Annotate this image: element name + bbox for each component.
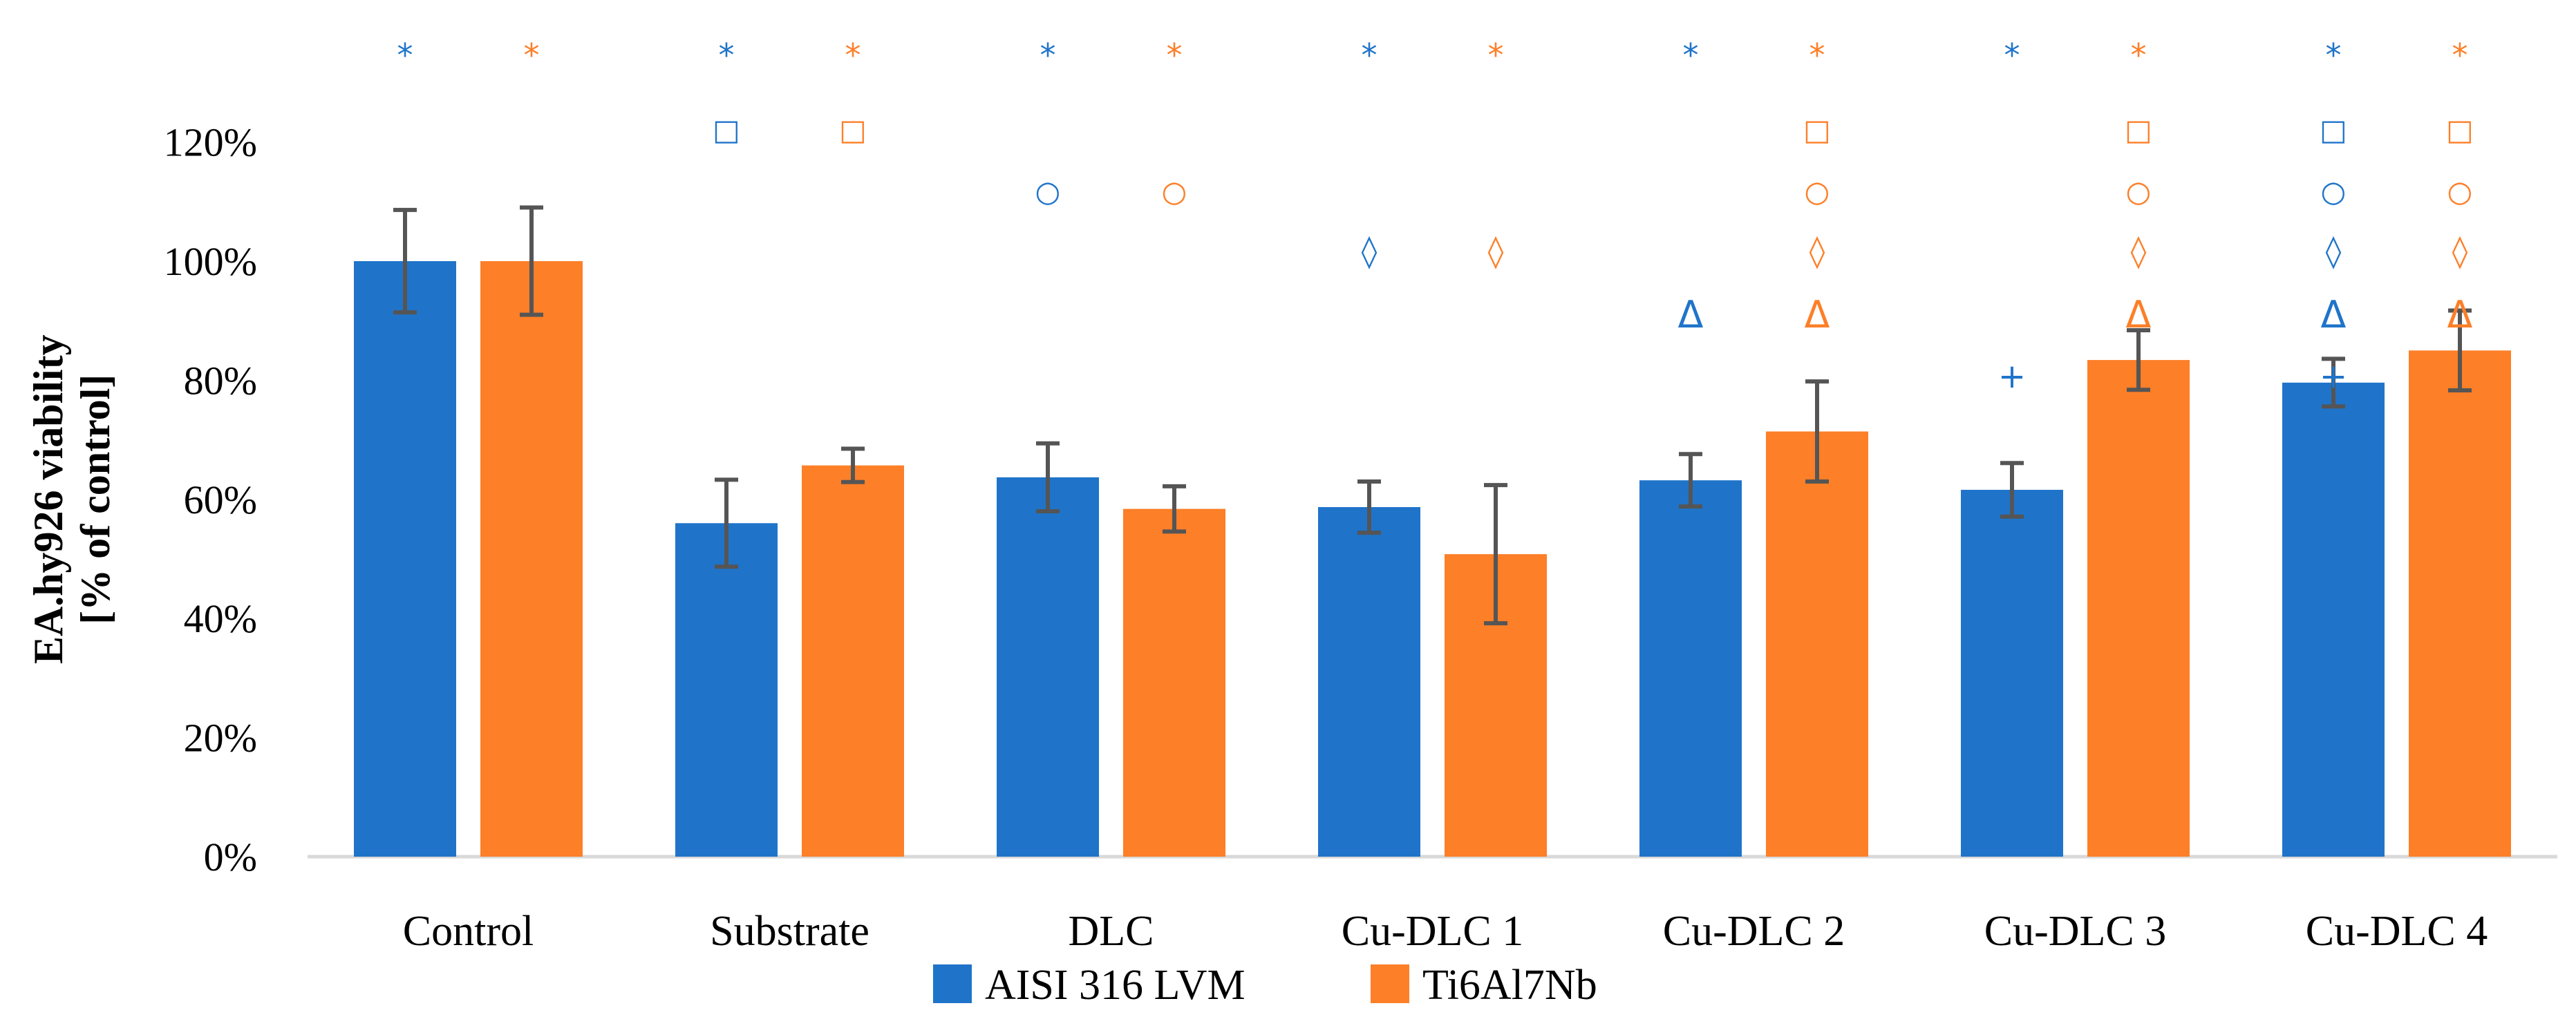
bars — [354, 261, 2511, 857]
bar-aisi-316-lvm-cu-dlc-2 — [1639, 480, 1742, 857]
sig-mark-asterisk-aisi-316-lvm-cu-dlc-1: * — [1362, 37, 1378, 74]
sig-mark-asterisk-aisi-316-lvm-dlc: * — [1040, 37, 1056, 74]
legend-swatch-aisi-316-lvm — [933, 964, 972, 1003]
sig-mark-asterisk-aisi-316-lvm-cu-dlc-2: * — [1683, 37, 1699, 74]
error-bars — [393, 205, 2472, 626]
sig-mark-triangle-aisi-316-lvm-cu-dlc-4: Δ — [2321, 293, 2347, 336]
sig-mark-triangle-ti6al7nb-cu-dlc-2: Δ — [1805, 293, 1830, 336]
sig-mark-diamond-ti6al7nb-cu-dlc-3: ◊ — [2131, 232, 2147, 269]
bar-ti6al7nb-substrate — [802, 465, 904, 857]
y-tick-label-80: 80% — [184, 358, 257, 403]
y-tick-label-40: 40% — [184, 596, 257, 641]
sig-mark-asterisk-aisi-316-lvm-cu-dlc-4: * — [2326, 37, 2342, 74]
category-label-control: Control — [403, 908, 534, 955]
category-labels: Control Substrate DLC Cu-DLC 1 Cu-DLC 2 Cu-DL… — [403, 908, 2488, 955]
sig-mark-circle-aisi-316-lvm-cu-dlc-4: ○ — [2321, 175, 2347, 209]
category-label-cu-dlc-3: Cu-DLC 3 — [1984, 908, 2167, 955]
bar-aisi-316-lvm-dlc — [997, 477, 1099, 857]
y-tick-label-0: 0% — [204, 835, 257, 879]
y-tick-label-60: 60% — [184, 477, 257, 522]
sig-mark-asterisk-aisi-316-lvm-substrate: * — [719, 37, 735, 74]
sig-mark-triangle-ti6al7nb-cu-dlc-3: Δ — [2126, 293, 2152, 336]
significance-marks: * * * □ * □ * ○ * ○ * ◊ * ◊ * Δ * □ ○ ◊ Δ * + * □ ○ ◊ Δ * □ ○ ◊ Δ + * □ ○ ◊ Δ — [397, 37, 2474, 396]
bar-aisi-316-lvm-control — [354, 261, 456, 857]
y-axis-title-line-2: [% of control] — [73, 374, 118, 625]
y-tick-labels: 0% 20% 40% 60% 80% 100% 120% — [164, 120, 257, 879]
category-label-cu-dlc-1: Cu-DLC 1 — [1342, 908, 1524, 955]
bar-aisi-316-lvm-cu-dlc-3 — [1961, 490, 2063, 857]
category-label-cu-dlc-4: Cu-DLC 4 — [2306, 908, 2488, 955]
sig-mark-diamond-ti6al7nb-cu-dlc-1: ◊ — [1488, 232, 1504, 269]
sig-mark-asterisk-aisi-316-lvm-control: * — [397, 37, 413, 74]
sig-mark-asterisk-aisi-316-lvm-cu-dlc-3: * — [2004, 37, 2020, 74]
sig-mark-asterisk-ti6al7nb-cu-dlc-1: * — [1488, 37, 1504, 74]
legend-swatch-ti6al7nb — [1371, 964, 1409, 1003]
sig-mark-diamond-aisi-316-lvm-cu-dlc-4: ◊ — [2326, 232, 2342, 269]
sig-mark-asterisk-ti6al7nb-cu-dlc-3: * — [2131, 37, 2147, 74]
category-label-substrate: Substrate — [710, 908, 869, 955]
bar-aisi-316-lvm-substrate — [675, 523, 778, 857]
bar-ti6al7nb-cu-dlc-3 — [2087, 360, 2190, 857]
sig-mark-square-ti6al7nb-substrate: □ — [839, 113, 867, 147]
sig-mark-square-ti6al7nb-cu-dlc-3: □ — [2125, 113, 2152, 147]
sig-mark-asterisk-ti6al7nb-substrate: * — [845, 37, 861, 74]
sig-mark-triangle-ti6al7nb-cu-dlc-4: Δ — [2447, 293, 2473, 336]
sig-mark-triangle-aisi-316-lvm-cu-dlc-2: Δ — [1678, 293, 1704, 336]
sig-mark-diamond-ti6al7nb-cu-dlc-4: ◊ — [2452, 232, 2468, 269]
y-axis-title: EA.hy926 viability [% of control] — [26, 334, 118, 664]
sig-mark-square-ti6al7nb-cu-dlc-4: □ — [2446, 113, 2474, 147]
sig-mark-asterisk-ti6al7nb-cu-dlc-4: * — [2452, 37, 2468, 74]
sig-mark-diamond-ti6al7nb-cu-dlc-2: ◊ — [1809, 232, 1825, 269]
sig-mark-circle-ti6al7nb-cu-dlc-2: ○ — [1805, 175, 1830, 209]
bar-ti6al7nb-dlc — [1123, 508, 1225, 857]
sig-mark-square-ti6al7nb-cu-dlc-2: □ — [1803, 113, 1831, 147]
sig-mark-asterisk-ti6al7nb-cu-dlc-2: * — [1809, 37, 1825, 74]
sig-mark-square-aisi-316-lvm-cu-dlc-4: □ — [2320, 113, 2347, 147]
sig-mark-plus-aisi-316-lvm-cu-dlc-4: + — [2320, 357, 2347, 396]
sig-mark-circle-ti6al7nb-dlc: ○ — [1162, 175, 1187, 209]
y-tick-label-120: 120% — [164, 120, 257, 165]
sig-mark-plus-aisi-316-lvm-cu-dlc-3: + — [1998, 357, 2026, 396]
y-tick-label-100: 100% — [164, 239, 257, 284]
sig-mark-asterisk-ti6al7nb-dlc: * — [1167, 37, 1183, 74]
sig-mark-circle-ti6al7nb-cu-dlc-4: ○ — [2447, 175, 2473, 209]
legend: AISI 316 LVM Ti6Al7Nb — [933, 962, 1597, 1009]
bar-ti6al7nb-control — [480, 261, 583, 857]
category-label-cu-dlc-2: Cu-DLC 2 — [1663, 908, 1845, 955]
bar-aisi-316-lvm-cu-dlc-4 — [2282, 382, 2385, 857]
sig-mark-asterisk-ti6al7nb-control: * — [524, 37, 540, 74]
y-tick-label-20: 20% — [184, 716, 257, 761]
y-axis-title-line-1: EA.hy926 viability — [26, 334, 71, 664]
sig-mark-diamond-aisi-316-lvm-cu-dlc-1: ◊ — [1362, 232, 1378, 269]
category-label-dlc: DLC — [1069, 908, 1154, 955]
bar-aisi-316-lvm-cu-dlc-1 — [1318, 507, 1420, 857]
sig-mark-circle-aisi-316-lvm-dlc: ○ — [1035, 175, 1061, 209]
sig-mark-circle-ti6al7nb-cu-dlc-3: ○ — [2126, 175, 2152, 209]
sig-mark-square-aisi-316-lvm-substrate: □ — [713, 113, 740, 147]
bar-ti6al7nb-cu-dlc-2 — [1766, 431, 1868, 857]
legend-label-ti6al7nb: Ti6Al7Nb — [1422, 962, 1597, 1009]
legend-label-aisi-316-lvm: AISI 316 LVM — [985, 962, 1245, 1009]
bar-ti6al7nb-cu-dlc-4 — [2409, 350, 2511, 857]
